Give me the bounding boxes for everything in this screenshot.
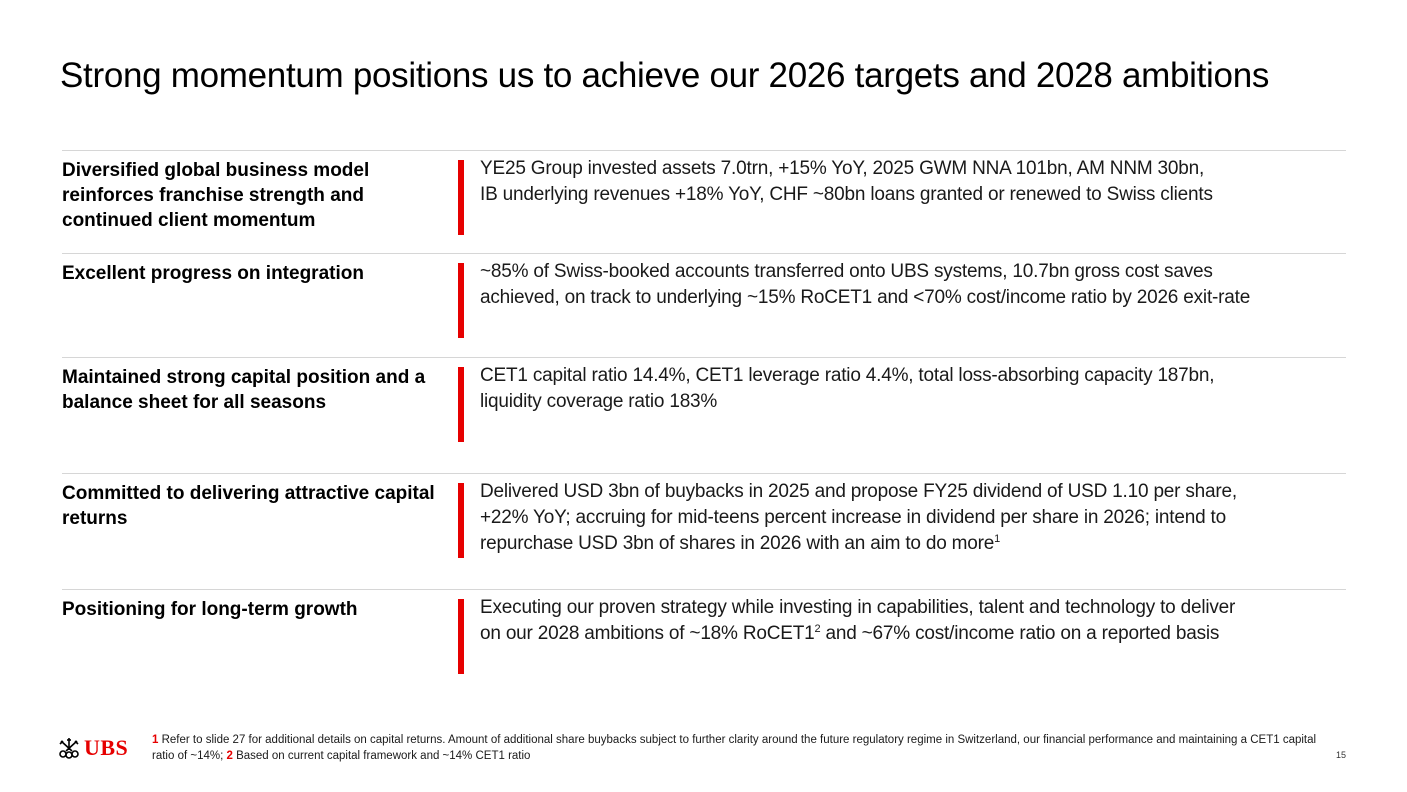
row-text-line: Executing our proven strategy while inve… bbox=[480, 597, 1236, 618]
row-text-line: ~85% of Swiss-booked accounts transferre… bbox=[480, 261, 1213, 282]
row-text-segment: on our 2028 ambitions of ~18% RoCET1 bbox=[480, 623, 815, 644]
row-heading: Maintained strong capital position and a… bbox=[62, 367, 426, 413]
row-text-line: repurchase USD 3bn of shares in 2026 wit… bbox=[480, 531, 1346, 557]
slide-title: Strong momentum positions us to achieve … bbox=[60, 56, 1270, 95]
row-text-segment: and ~67% cost/income ratio on a reported… bbox=[820, 623, 1220, 644]
row-text-line: CET1 capital ratio 14.4%, CET1 leverage … bbox=[480, 365, 1215, 386]
row-text-line: IB underlying revenues +18% YoY, CHF ~80… bbox=[480, 184, 1213, 205]
accent-bar bbox=[458, 160, 464, 235]
accent-bar bbox=[458, 599, 464, 674]
row-text-line: liquidity coverage ratio 183% bbox=[480, 391, 718, 412]
row-integration: Excellent progress on integration ~85% o… bbox=[62, 253, 1346, 357]
highlights-table: Diversified global business model reinfo… bbox=[62, 150, 1346, 690]
row-text: YE25 Group invested assets 7.0trn, +15% … bbox=[480, 156, 1346, 208]
accent-bar bbox=[458, 367, 464, 442]
footnote-text: Refer to slide 27 for additional details… bbox=[152, 734, 1317, 762]
footer: UBS 1 Refer to slide 27 for additional d… bbox=[58, 730, 1348, 770]
row-text-line: achieved, on track to underlying ~15% Ro… bbox=[480, 287, 1251, 308]
row-heading: Excellent progress on integration bbox=[62, 263, 364, 284]
ubs-wordmark: UBS bbox=[84, 735, 129, 760]
row-capital-returns: Committed to delivering attractive capit… bbox=[62, 473, 1346, 589]
accent-bar bbox=[458, 483, 464, 558]
row-text-segment: repurchase USD 3bn of shares in 2026 wit… bbox=[480, 533, 995, 554]
row-heading: Positioning for long-term growth bbox=[62, 599, 358, 620]
footnotes: 1 Refer to slide 27 for additional detai… bbox=[152, 732, 1322, 764]
page-number: 15 bbox=[1335, 750, 1346, 760]
row-text-line: Delivered USD 3bn of buybacks in 2025 an… bbox=[480, 481, 1237, 502]
row-capital-position: Maintained strong capital position and a… bbox=[62, 357, 1346, 473]
row-heading: Diversified global business model reinfo… bbox=[62, 160, 370, 231]
footnote-number: 1 bbox=[152, 734, 159, 746]
row-text-line: on our 2028 ambitions of ~18% RoCET12 an… bbox=[480, 621, 1346, 647]
row-text: CET1 capital ratio 14.4%, CET1 leverage … bbox=[480, 363, 1346, 415]
row-long-term-growth: Positioning for long-term growth Executi… bbox=[62, 589, 1346, 690]
row-heading: Committed to delivering attractive capit… bbox=[62, 483, 435, 529]
ubs-logo: UBS bbox=[58, 735, 128, 761]
footnote-number: 2 bbox=[226, 750, 233, 762]
row-text: Delivered USD 3bn of buybacks in 2025 an… bbox=[480, 479, 1346, 557]
accent-bar bbox=[458, 263, 464, 338]
row-business-model: Diversified global business model reinfo… bbox=[62, 150, 1346, 253]
footnote-ref: 1 bbox=[994, 533, 1001, 545]
footnote-text: Based on current capital framework and ~… bbox=[232, 750, 531, 762]
three-keys-icon bbox=[59, 738, 79, 759]
footnote-ref: 2 bbox=[814, 623, 821, 635]
row-text: ~85% of Swiss-booked accounts transferre… bbox=[480, 259, 1346, 311]
row-text-line: YE25 Group invested assets 7.0trn, +15% … bbox=[480, 158, 1205, 179]
row-text: Executing our proven strategy while inve… bbox=[480, 595, 1346, 647]
row-text-line: +22% YoY; accruing for mid-teens percent… bbox=[480, 507, 1226, 528]
